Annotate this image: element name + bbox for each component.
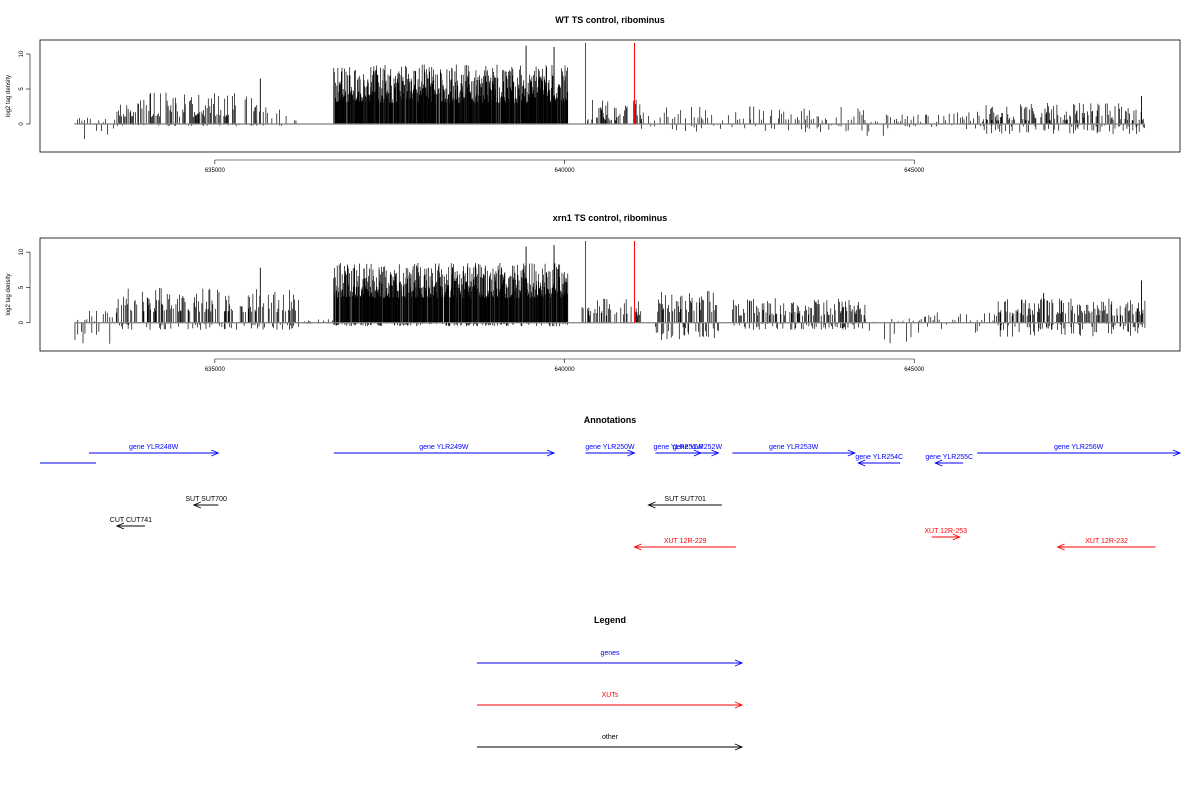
- y-axis-label: log2 tag density: [6, 75, 12, 117]
- feature-label: gene YLR248W: [129, 444, 179, 451]
- arrow-head: [192, 501, 202, 509]
- arrow-head: [847, 449, 856, 457]
- legend-label: XUTs: [602, 692, 619, 699]
- feature-label: gene YLR254C: [855, 454, 903, 461]
- signal-bars: [74, 245, 1146, 344]
- x-tick-label: 635000: [205, 367, 226, 373]
- feature-gene-arrow: [333, 449, 556, 457]
- arrow-head: [734, 701, 744, 709]
- feature-xut-arrow: [931, 533, 961, 541]
- arrow-head: [857, 459, 866, 467]
- legend-title: Legend: [594, 615, 626, 625]
- feature-label: gene YLR249W: [419, 444, 469, 451]
- feature-xut-arrow: [633, 543, 736, 551]
- arrow-head: [734, 743, 744, 751]
- feature-gene-arrow: [676, 449, 720, 457]
- arrow-head: [711, 449, 720, 457]
- feature-label: gene YLR252W: [673, 444, 723, 451]
- feature-other-arrow: [115, 522, 145, 530]
- chart-title: xrn1 TS control, ribominus: [553, 213, 668, 223]
- feature-label: CUT CUT741: [110, 517, 152, 524]
- x-tick-label: 645000: [904, 367, 925, 373]
- feature-gene-arrow: [857, 459, 901, 467]
- arrow-head: [934, 459, 943, 467]
- feature-label: gene YLR251W: [654, 444, 704, 451]
- y-tick-label: 10: [19, 50, 25, 57]
- arrow-head: [115, 522, 125, 530]
- feature-xut-arrow: [1056, 543, 1156, 551]
- x-tick-label: 640000: [555, 168, 576, 174]
- arrow-head: [633, 543, 642, 551]
- feature-other-arrow: [647, 501, 722, 509]
- y-axis-label: log2 tag density: [6, 273, 12, 315]
- feature-label: XUT 12R-232: [1085, 538, 1128, 545]
- plot-frame: [39, 237, 1181, 352]
- feature-label: SUT SUT701: [664, 496, 706, 503]
- y-tick-label: 0: [19, 122, 25, 126]
- x-tick-label: 640000: [555, 367, 576, 373]
- legend-other-arrow: [477, 743, 744, 751]
- xrn1-coverage-panel: xrn1 TS control, ribominus 0 5 10 log2 tag d…: [6, 213, 1181, 373]
- arrow-head: [734, 659, 744, 667]
- arrow-head: [647, 501, 656, 509]
- arrow-head: [1056, 543, 1065, 551]
- feature-gene-arrow: [977, 449, 1182, 457]
- legend-gene-arrow: [477, 659, 744, 667]
- legend-label: genes: [600, 650, 620, 657]
- arrow-head: [546, 449, 556, 457]
- y-tick-label: 0: [19, 320, 25, 324]
- feature-label: gene YLR256W: [1054, 444, 1104, 451]
- signal-bars: [74, 45, 1145, 139]
- feature-gene-arrow: [88, 449, 220, 457]
- annotations-panel: Annotations gene YLR248W gene YLR249W gene…: [40, 415, 1182, 551]
- feature-label: SUT SUT700: [185, 496, 227, 503]
- wt-coverage-panel: WT TS control, ribominus 0 5 10 log2 tag den…: [6, 15, 1181, 174]
- arrow-head: [627, 449, 636, 457]
- arrow-head: [1172, 449, 1182, 457]
- arrow-head: [952, 533, 961, 541]
- legend-xut-arrow: [477, 701, 744, 709]
- legend-label: other: [602, 734, 619, 741]
- feature-label: XUT 12R-253: [924, 528, 967, 535]
- y-tick-label: 5: [19, 285, 25, 289]
- arrow-head: [211, 449, 220, 457]
- feature-gene-arrow: [732, 449, 856, 457]
- annotations-title: Annotations: [584, 415, 637, 425]
- x-tick-label: 635000: [205, 168, 226, 174]
- x-tick-label: 645000: [904, 168, 925, 174]
- feature-label: gene YLR250W: [585, 444, 635, 451]
- feature-label: gene YLR255C: [925, 454, 973, 461]
- plot-frame: [39, 39, 1181, 153]
- feature-label: XUT 12R-229: [664, 538, 707, 545]
- feature-label: gene YLR253W: [769, 444, 819, 451]
- feature-gene-arrow: [934, 459, 964, 467]
- chart-title: WT TS control, ribominus: [555, 15, 665, 25]
- feature-other-arrow: [192, 501, 219, 509]
- legend-panel: Legend genes XUTs other: [477, 615, 744, 751]
- feature-gene-arrow: [585, 449, 636, 457]
- y-tick-label: 10: [19, 248, 25, 255]
- y-tick-label: 5: [19, 87, 25, 91]
